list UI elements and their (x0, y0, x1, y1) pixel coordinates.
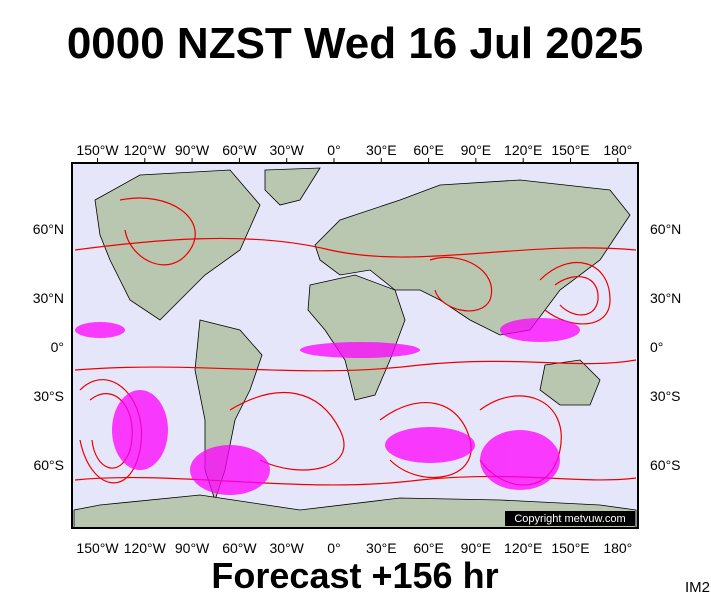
forecast-label: Forecast +156 hr (211, 555, 498, 596)
lon-label-top: 120°E (504, 142, 542, 158)
lon-label-top: 30°E (366, 142, 397, 158)
lat-label-left: 60°N (33, 221, 64, 237)
copyright: Copyright metvuw.com (514, 513, 625, 525)
lon-label-top: 30°W (270, 142, 305, 158)
lat-label-left: 30°N (33, 290, 64, 306)
lat-label-left: 30°S (33, 388, 64, 404)
lon-label-bottom: 60°E (413, 540, 444, 556)
lon-label-bottom: 150°E (551, 540, 589, 556)
lon-label-bottom: 120°E (504, 540, 542, 556)
precipitation (75, 318, 580, 495)
map: Copyright metvuw.com (71, 162, 639, 529)
lon-label-top: 90°W (175, 142, 210, 158)
copyright-box (505, 511, 635, 526)
lon-label-bottom: 30°W (270, 540, 305, 556)
lat-label-right: 60°S (650, 457, 681, 473)
image-code: IM2 (685, 579, 710, 596)
lat-label-right: 60°N (650, 221, 681, 237)
lon-label-bottom: 60°W (222, 540, 257, 556)
lon-label-bottom: 180° (603, 540, 632, 556)
lon-label-bottom: 0° (327, 540, 340, 556)
lat-label-left: 0° (51, 339, 64, 355)
lon-label-top: 120°W (124, 142, 167, 158)
lon-label-bottom: 30°E (366, 540, 397, 556)
isobars (74, 197, 637, 486)
lon-label-top: 60°E (413, 142, 444, 158)
lon-label-top: 150°W (76, 142, 119, 158)
lon-label-top: 90°E (461, 142, 492, 158)
lon-label-bottom: 90°W (175, 540, 210, 556)
lon-label-bottom: 90°E (461, 540, 492, 556)
title: 0000 NZST Wed 16 Jul 2025 (67, 19, 643, 68)
lon-label-top: 0° (327, 142, 340, 158)
lon-label-bottom: 120°W (124, 540, 167, 556)
lat-label-right: 0° (650, 339, 663, 355)
lat-label-right: 30°S (650, 388, 681, 404)
lon-label-top: 180° (603, 142, 632, 158)
lat-label-left: 60°S (33, 457, 64, 473)
lon-label-top: 150°E (551, 142, 589, 158)
lon-label-bottom: 150°W (76, 540, 119, 556)
lat-label-right: 30°N (650, 290, 681, 306)
lon-label-top: 60°W (222, 142, 257, 158)
map-frame (71, 162, 639, 529)
